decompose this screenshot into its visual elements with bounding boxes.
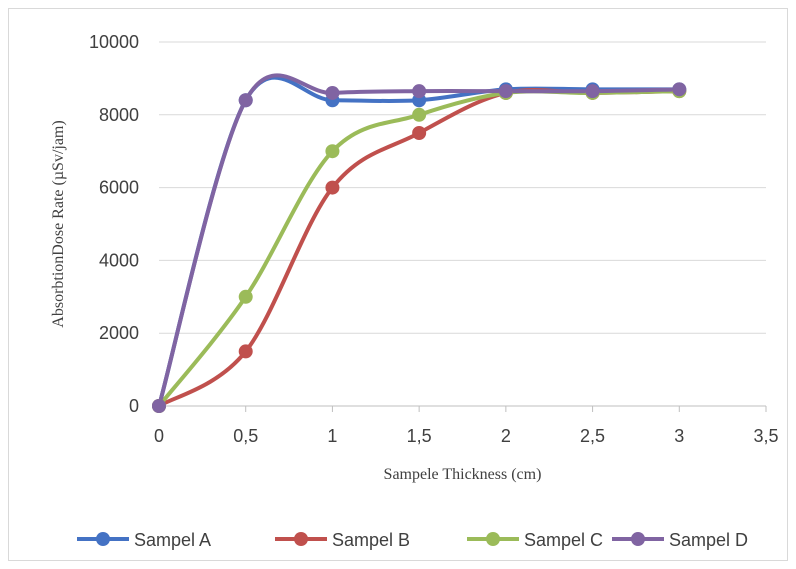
x-tick-label: 1: [327, 426, 337, 446]
y-tick-label: 10000: [89, 32, 139, 52]
x-axis: 0 0,5 1 1,5 2 2,5 3 3,5: [154, 405, 779, 446]
legend-marker-4: [631, 532, 645, 546]
x-tick-label: 0: [154, 426, 164, 446]
y-axis-title: AbsorbtionDose Rate (µSv/jam): [50, 120, 67, 327]
x-tick-label: 0,5: [233, 426, 258, 446]
series-line-4: [157, 73, 682, 408]
x-tick-label: 3,5: [753, 426, 778, 446]
x-tick-label: 2: [501, 426, 511, 446]
chart-frame: 0 0,5 1 1,5 2 2,5 3 3,5 0 2000 4000 6000 8000 10000 …: [8, 8, 788, 561]
x-tick-label: 3: [674, 426, 684, 446]
series-4-point: [498, 84, 513, 99]
legend: Sampel A Sampel B Sampel C Sampel D: [77, 530, 748, 550]
series-4-point: [672, 82, 687, 97]
series-lines: [157, 73, 682, 408]
y-axis: 0 2000 4000 6000 8000 10000: [89, 32, 139, 416]
x-tick-label: 1,5: [407, 426, 432, 446]
series-3-point: [238, 289, 253, 304]
legend-marker-3: [486, 532, 500, 546]
series-2-point: [238, 344, 253, 359]
x-axis-title: Sampele Thickness (cm): [384, 466, 542, 483]
series-3-point: [412, 107, 427, 122]
x-tick-label: 2,5: [580, 426, 605, 446]
series-markers: [152, 82, 687, 413]
y-tick-label: 0: [129, 396, 139, 416]
grid-lines: [159, 41, 766, 334]
y-tick-label: 6000: [99, 178, 139, 198]
y-tick-label: 4000: [99, 250, 139, 270]
y-tick-label: 2000: [99, 323, 139, 343]
legend-marker-1: [96, 532, 110, 546]
series-4-point: [325, 85, 340, 100]
legend-label-3: Sampel C: [524, 530, 603, 550]
legend-label-1: Sampel A: [134, 530, 211, 550]
series-4-point: [238, 93, 253, 108]
series-3-point: [325, 144, 340, 159]
y-tick-label: 8000: [99, 105, 139, 125]
series-2-point: [412, 126, 427, 140]
legend-label-4: Sampel D: [669, 530, 748, 550]
legend-marker-2: [294, 532, 308, 546]
line-chart: 0 0,5 1 1,5 2 2,5 3 3,5 0200040006000800010000 …: [50, 32, 779, 550]
series-4-point: [152, 399, 166, 413]
series-4-point: [585, 84, 600, 99]
series-2-point: [325, 180, 340, 195]
legend-label-2: Sampel B: [332, 530, 410, 550]
series-4-point: [412, 84, 427, 99]
